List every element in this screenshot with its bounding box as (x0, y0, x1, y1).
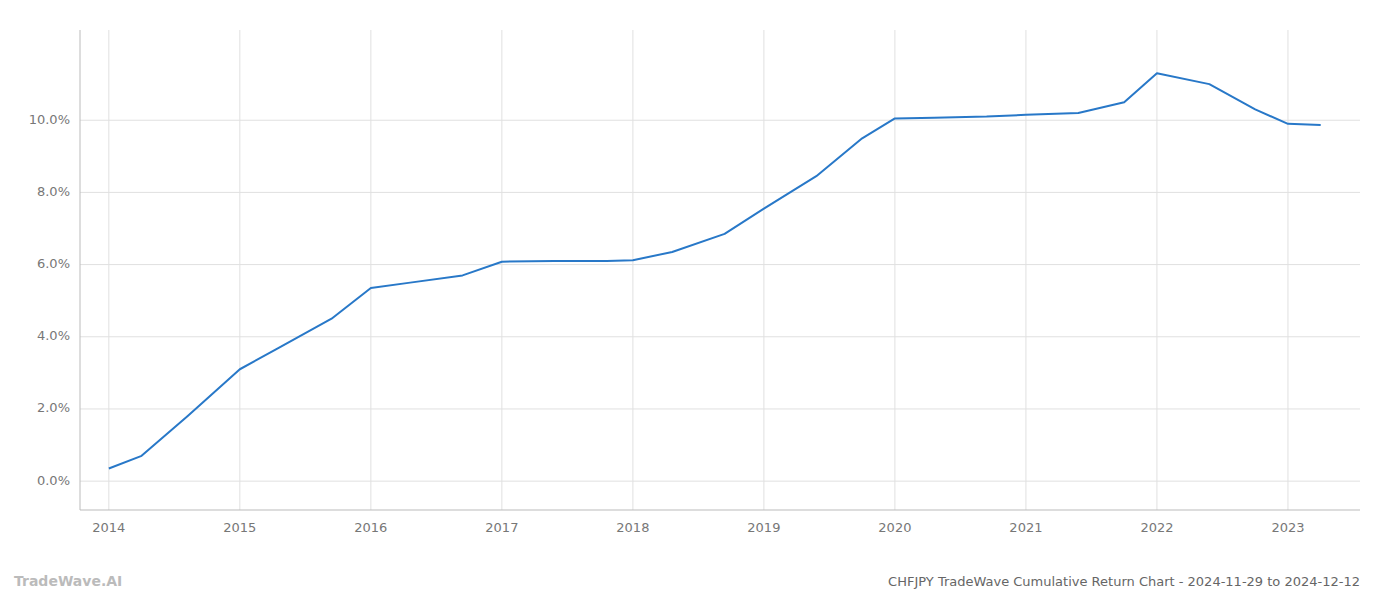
x-tick-label: 2021 (1009, 520, 1042, 535)
x-grid-line (632, 30, 633, 510)
x-grid-line (1156, 30, 1157, 510)
y-tick-label: 0.0% (37, 473, 70, 488)
y-tick-label: 10.0% (29, 112, 70, 127)
x-tick-label: 2019 (747, 520, 780, 535)
background (0, 0, 1400, 600)
y-tick-label: 6.0% (37, 256, 70, 271)
y-grid-line (80, 408, 1360, 409)
x-tick-label: 2017 (485, 520, 518, 535)
watermark: TradeWave.AI (14, 573, 122, 589)
y-grid-line (80, 192, 1360, 193)
y-tick-label: 4.0% (37, 328, 70, 343)
x-tick-label: 2014 (92, 520, 125, 535)
x-grid-line (501, 30, 502, 510)
x-tick-label: 2018 (616, 520, 649, 535)
y-tick-label: 8.0% (37, 184, 70, 199)
x-grid-line (894, 30, 895, 510)
x-grid-line (370, 30, 371, 510)
plot-area (109, 73, 1321, 468)
axes: 0.0% 2.0% 4.0% 6.0% 8.0% 10.0% 2014 2015 2016 201… (29, 30, 1360, 535)
title: CHFJPY TradeWave Cumulative Return Chart… (888, 574, 1360, 589)
y-axis-line (80, 30, 81, 510)
x-grid-line (1287, 30, 1288, 510)
y-tick-label: 2.0% (37, 400, 70, 415)
y-grid-line (80, 264, 1360, 265)
x-tick-label: 2015 (223, 520, 256, 535)
y-grid-line (80, 120, 1360, 121)
x-tick-label: 2020 (878, 520, 911, 535)
x-tick-label: 2016 (354, 520, 387, 535)
x-tick-label: 2023 (1271, 520, 1304, 535)
x-axis-line (80, 510, 1360, 511)
chart: 0.0% 2.0% 4.0% 6.0% 8.0% 10.0% 2014 2015 2016 201… (0, 0, 1400, 600)
y-grid-line (80, 336, 1360, 337)
x-grid-line (763, 30, 764, 510)
y-grid-line (80, 481, 1360, 482)
grid (80, 30, 1360, 510)
x-grid-line (1025, 30, 1026, 510)
x-tick-label: 2022 (1140, 520, 1173, 535)
x-grid-line (108, 30, 109, 510)
x-grid-line (239, 30, 240, 510)
line (109, 73, 1321, 468)
